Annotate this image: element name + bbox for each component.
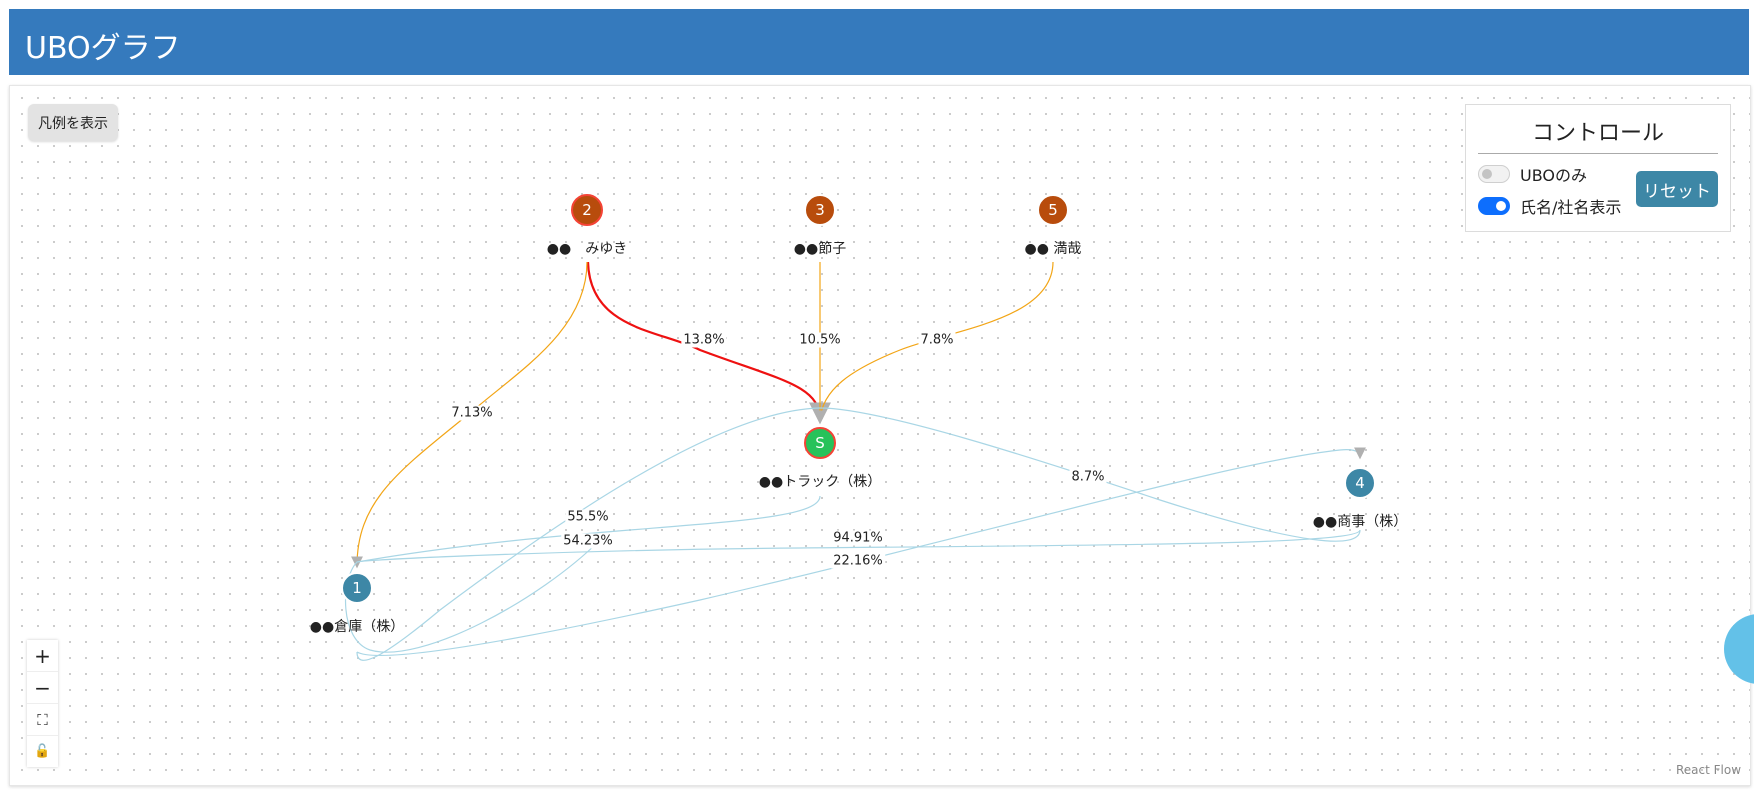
edge-4-to-S[interactable] <box>819 407 1361 542</box>
react-flow-attribution[interactable]: React Flow <box>1676 763 1742 777</box>
graph-canvas[interactable] <box>9 85 1751 786</box>
lock-button[interactable]: 🔓 <box>34 744 51 759</box>
zoom-in-button[interactable]: + <box>27 640 58 672</box>
show-names-label: 氏名/社名表示 <box>1520 198 1622 217</box>
ubo-only-toggle-row[interactable]: UBOのみ <box>1478 163 1587 185</box>
zoom-out-button[interactable]: − <box>27 672 58 704</box>
ubo-only-label: UBOのみ <box>1520 166 1588 185</box>
edge-label: 94.91% <box>831 530 885 546</box>
show-names-toggle-row[interactable]: 氏名/社名表示 <box>1478 195 1621 217</box>
node-3[interactable]: 3 <box>804 194 836 226</box>
edge-1-to-4[interactable] <box>356 447 1366 657</box>
edge-5-to-S[interactable] <box>814 261 1054 423</box>
show-names-switch[interactable] <box>1478 197 1510 215</box>
node-label: ●● 満哉 <box>1024 241 1082 257</box>
node-label: ●●トラック（株） <box>758 474 882 490</box>
zoom-controls: + − ⛶ 🔓 <box>27 640 58 767</box>
reset-button[interactable]: リセット <box>1636 171 1718 207</box>
node-label: ●●倉庫（株） <box>309 619 405 635</box>
node-badge: 2 <box>582 201 592 219</box>
node-1[interactable]: 1 <box>341 572 373 604</box>
node-label: ●● みゆき <box>546 241 628 257</box>
node-badge: S <box>815 434 825 452</box>
control-panel: コントロール UBOのみ 氏名/社名表示 リセット <box>1465 104 1731 232</box>
edge-4-to-1[interactable] <box>356 529 1361 563</box>
node-badge: 4 <box>1355 474 1365 492</box>
edge-label: 8.7% <box>1069 469 1107 485</box>
edge-label: 54.23% <box>561 533 615 549</box>
edge-label: 7.8% <box>918 332 956 348</box>
edge-label: 7.13% <box>449 405 495 421</box>
edge-2-to-S[interactable] <box>586 261 831 425</box>
fit-view-button[interactable]: ⛶ <box>27 704 58 736</box>
node-2[interactable]: 2 <box>571 194 603 226</box>
control-title: コントロール <box>1478 115 1718 154</box>
ubo-only-switch[interactable] <box>1478 165 1510 183</box>
node-badge: 3 <box>815 201 825 219</box>
edge-1-to-S[interactable] <box>356 407 821 661</box>
edge-label: 13.8% <box>681 332 727 348</box>
show-legend-button[interactable]: 凡例を表示 <box>28 104 118 141</box>
node-badge: 1 <box>352 579 362 597</box>
edge-label: 55.5% <box>565 509 611 525</box>
node-badge: 5 <box>1048 201 1058 219</box>
node-4[interactable]: 4 <box>1344 467 1376 499</box>
node-label: ●●商事（株） <box>1312 514 1408 530</box>
page-title: UBOグラフ <box>25 31 181 66</box>
app-header: UBOグラフ <box>9 9 1749 75</box>
edge-label: 10.5% <box>797 332 843 348</box>
node-5[interactable]: 5 <box>1037 194 1069 226</box>
edge-label: 22.16% <box>831 553 885 569</box>
node-S[interactable]: S <box>804 427 836 459</box>
node-label: ●●節子 <box>793 241 847 257</box>
